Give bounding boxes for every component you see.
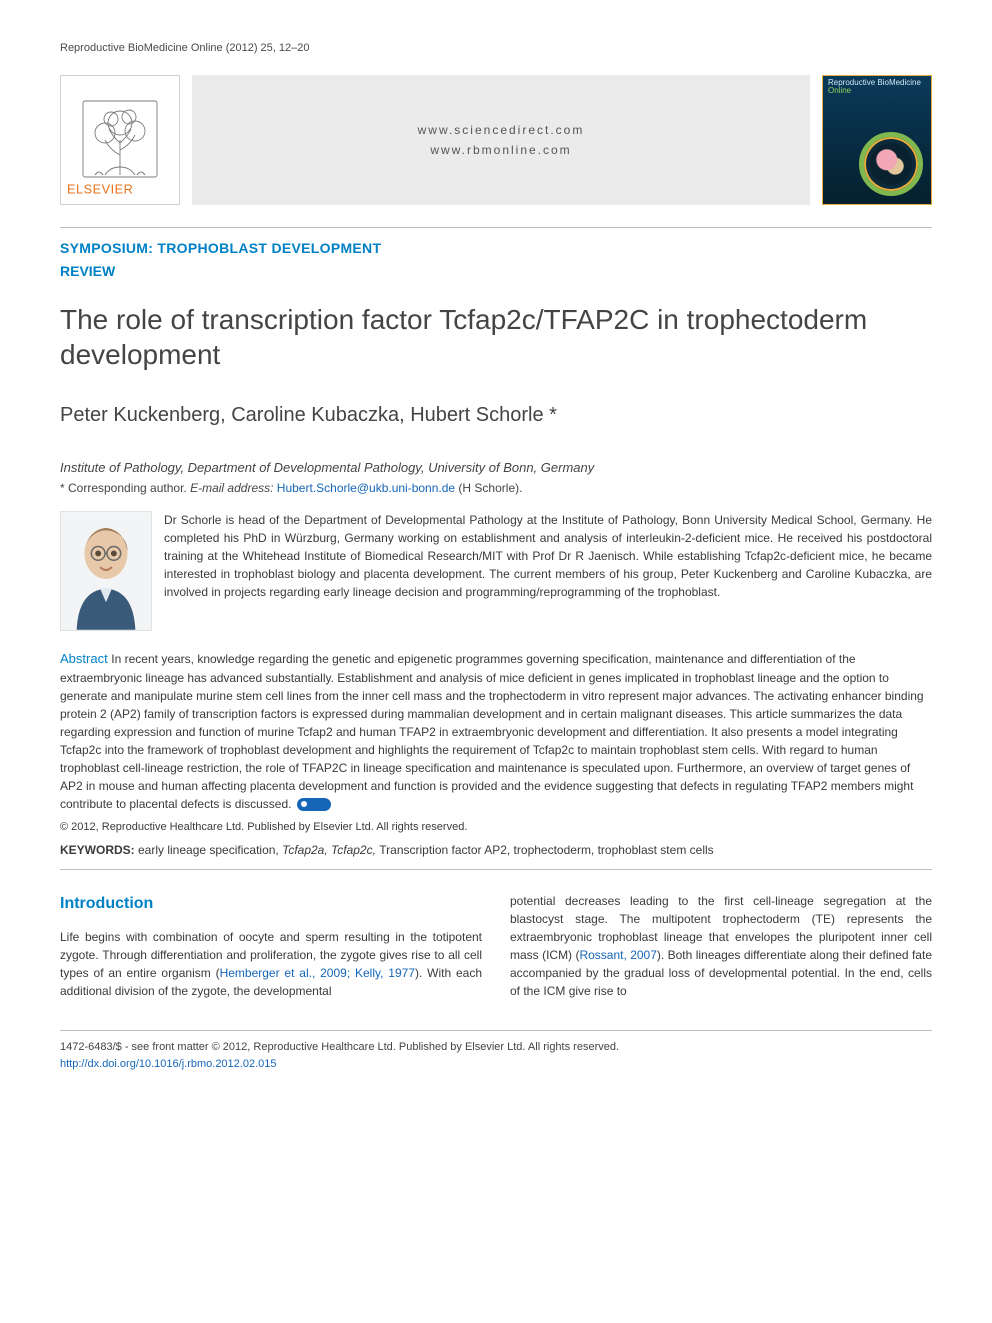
corresponding-label: E-mail address: xyxy=(190,481,277,495)
journal-cover: Reproductive BioMedicine Online xyxy=(822,75,932,205)
cover-title-2: BioMedicine xyxy=(877,78,921,87)
corresponding-author: * Corresponding author. E-mail address: … xyxy=(60,479,932,497)
cover-title-1: Reproductive xyxy=(828,78,875,87)
corresponding-email[interactable]: Hubert.Schorle@ukb.uni-bonn.de xyxy=(277,481,455,495)
authors: Peter Kuckenberg, Caroline Kubaczka, Hub… xyxy=(60,400,932,430)
intro-para-2: potential decreases leading to the first… xyxy=(510,892,932,1000)
symposium-label: SYMPOSIUM: TROPHOBLAST DEVELOPMENT xyxy=(60,238,932,259)
cover-art-icon xyxy=(859,132,923,196)
header-band: ELSEVIER www.sciencedirect.com www.rbmon… xyxy=(60,75,932,205)
affiliation: Institute of Pathology, Department of De… xyxy=(60,458,932,478)
url-box: www.sciencedirect.com www.rbmonline.com xyxy=(192,75,810,205)
intro-heading: Introduction xyxy=(60,892,482,916)
elsevier-wordmark: ELSEVIER xyxy=(67,180,173,198)
footer-fee: 1472-6483/$ - see front matter © 2012, R… xyxy=(60,1039,932,1056)
svg-text:ELSEVIER: ELSEVIER xyxy=(67,181,133,196)
intro-2-ref[interactable]: Rossant, 2007 xyxy=(579,948,656,962)
rule-top xyxy=(60,227,932,228)
cover-title-3: Online xyxy=(828,87,926,96)
url-rbmonline[interactable]: www.rbmonline.com xyxy=(430,141,571,159)
keywords-label: KEYWORDS: xyxy=(60,843,138,857)
kw-2: Transcription factor AP2, trophectoderm,… xyxy=(379,843,713,857)
col-right: potential decreases leading to the first… xyxy=(510,892,932,1000)
elsevier-logo: ELSEVIER xyxy=(60,75,180,205)
person-icon xyxy=(61,512,151,630)
copyright: © 2012, Reproductive Healthcare Ltd. Pub… xyxy=(60,819,932,836)
review-label: REVIEW xyxy=(60,261,932,282)
intro-para-1: Life begins with combination of oocyte a… xyxy=(60,928,482,1000)
bio-text: Dr Schorle is head of the Department of … xyxy=(164,511,932,601)
footer-doi[interactable]: http://dx.doi.org/10.1016/j.rbmo.2012.02… xyxy=(60,1058,277,1070)
rule-mid xyxy=(60,869,932,870)
intro-1-ref[interactable]: Hemberger et al., 2009; Kelly, 1977 xyxy=(220,966,415,980)
abstract-label: Abstract xyxy=(60,651,111,666)
corresponding-suffix: (H Schorle). xyxy=(455,481,522,495)
abstract-text: In recent years, knowledge regarding the… xyxy=(60,652,924,811)
kw-italic: Tcfap2a, Tcfap2c, xyxy=(282,843,379,857)
footer: 1472-6483/$ - see front matter © 2012, R… xyxy=(60,1030,932,1072)
col-left: Introduction Life begins with combinatio… xyxy=(60,892,482,1000)
kw-1: early lineage specification, xyxy=(138,843,282,857)
abstract-block: Abstract In recent years, knowledge rega… xyxy=(60,649,932,813)
citation: Reproductive BioMedicine Online (2012) 2… xyxy=(60,40,932,57)
bio-block: Dr Schorle is head of the Department of … xyxy=(60,511,932,631)
elsevier-tree-icon xyxy=(75,95,165,180)
corresponding-prefix: * Corresponding author. xyxy=(60,481,190,495)
url-sciencedirect[interactable]: www.sciencedirect.com xyxy=(418,121,585,139)
online-badge-icon[interactable] xyxy=(297,798,331,811)
article-title: The role of transcription factor Tcfap2c… xyxy=(60,302,932,372)
keywords: KEYWORDS: early lineage specification, T… xyxy=(60,841,932,859)
author-photo xyxy=(60,511,152,631)
body-columns: Introduction Life begins with combinatio… xyxy=(60,892,932,1000)
